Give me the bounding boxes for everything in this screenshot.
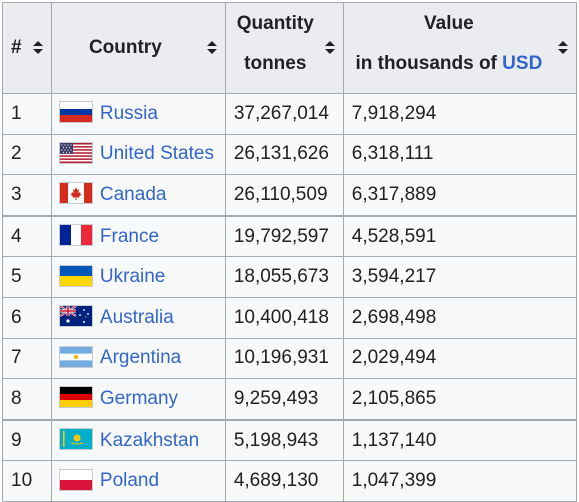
value-cell: 7,918,294	[342, 93, 578, 135]
sort-arrows-icon[interactable]	[558, 41, 568, 55]
quantity-cell: 26,131,626	[224, 133, 344, 176]
sort-arrows-icon[interactable]	[206, 41, 217, 55]
table-row: 7 Argentina 10,196,931 2,029,494	[2, 337, 578, 380]
germany-flag-icon[interactable]	[59, 387, 92, 408]
table-row: 6 Australia 10,400,418 2,698,498	[2, 296, 578, 339]
value-cell: 4,528,591	[342, 214, 578, 258]
quantity-cell: 37,267,014	[224, 93, 344, 135]
value-cell: 2,698,498	[342, 296, 578, 339]
value-cell: 2,029,494	[342, 337, 578, 380]
value-header-line1: Value	[424, 13, 474, 34]
country-cell: Germany	[50, 378, 226, 421]
table-row: 1 Russia 37,267,014 7,918,294	[2, 93, 578, 135]
country-link[interactable]: Poland	[99, 470, 160, 492]
rank-cell: 10	[2, 460, 52, 502]
value-cell: 1,137,140	[342, 418, 578, 462]
country-header[interactable]: Country	[50, 2, 226, 94]
rank-header[interactable]: #	[2, 2, 52, 94]
rank-header-label: #	[11, 37, 22, 58]
country-link[interactable]: United States	[99, 143, 214, 165]
country-cell: United States	[50, 133, 226, 176]
quantity-cell: 4,689,130	[224, 460, 344, 502]
quantity-cell: 18,055,673	[224, 256, 344, 298]
quantity-cell: 10,400,418	[224, 296, 344, 339]
australia-flag-icon[interactable]	[59, 306, 92, 327]
rank-cell: 1	[2, 93, 52, 135]
value-cell: 3,594,217	[342, 256, 578, 298]
country-link[interactable]: Kazakhstan	[99, 429, 200, 451]
country-cell: Ukraine	[50, 256, 226, 298]
country-cell: Australia	[50, 296, 226, 339]
table-row: 3 Canada 26,110,509 6,317,889	[2, 174, 578, 217]
ukraine-flag-icon[interactable]	[59, 265, 92, 286]
header-row: # Country Quantity tonnes Value	[2, 2, 578, 94]
argentina-flag-icon[interactable]	[59, 346, 92, 367]
quantity-header[interactable]: Quantity tonnes	[224, 2, 344, 94]
canada-flag-icon[interactable]	[59, 183, 92, 204]
table-row: 5 Ukraine 18,055,673 3,594,217	[2, 256, 578, 298]
rank-cell: 5	[2, 256, 52, 298]
value-header-line2: in thousands of USD	[344, 53, 554, 75]
table-row: 4 France 19,792,597 4,528,591	[2, 214, 578, 258]
rank-cell: 6	[2, 296, 52, 339]
table-row: 8 Germany 9,259,493 2,105,865	[2, 378, 578, 421]
country-cell: Argentina	[50, 337, 226, 380]
france-flag-icon[interactable]	[59, 225, 92, 246]
kazakhstan-flag-icon[interactable]	[59, 429, 92, 450]
table-row: 9 Kazakhstan 5,198,943 1,137,140	[2, 418, 578, 462]
quantity-cell: 19,792,597	[224, 214, 344, 258]
country-cell: Kazakhstan	[50, 418, 226, 462]
country-link[interactable]: Russia	[99, 102, 158, 124]
value-cell: 1,047,399	[342, 460, 578, 502]
quantity-cell: 10,196,931	[224, 337, 344, 380]
value-header-prefix: in thousands of	[355, 53, 503, 74]
sort-arrows-icon[interactable]	[324, 41, 335, 55]
usa-flag-icon[interactable]	[59, 142, 92, 163]
value-cell: 6,318,111	[342, 133, 578, 176]
rank-cell: 2	[2, 133, 52, 176]
rank-cell: 8	[2, 378, 52, 421]
country-link[interactable]: Canada	[99, 183, 167, 205]
table-row: 10 Poland 4,689,130 1,047,399	[2, 460, 578, 502]
rank-cell: 3	[2, 174, 52, 217]
country-cell: France	[50, 214, 226, 258]
country-link[interactable]: Ukraine	[99, 266, 166, 288]
value-header[interactable]: Value in thousands of USD	[342, 2, 578, 94]
country-cell: Russia	[50, 93, 226, 135]
quantity-header-line2: tonnes	[244, 53, 307, 74]
rank-cell: 7	[2, 337, 52, 380]
country-header-label: Country	[88, 37, 162, 58]
rank-cell: 4	[2, 214, 52, 258]
poland-flag-icon[interactable]	[59, 469, 92, 490]
country-link[interactable]: Argentina	[99, 347, 182, 369]
value-cell: 6,317,889	[342, 174, 578, 217]
country-cell: Canada	[50, 174, 226, 217]
country-link[interactable]: Germany	[99, 387, 179, 409]
usd-link[interactable]: USD	[502, 53, 543, 74]
quantity-cell: 5,198,943	[224, 418, 344, 462]
sort-arrows-icon[interactable]	[32, 41, 43, 55]
country-cell: Poland	[50, 460, 226, 502]
value-cell: 2,105,865	[342, 378, 578, 421]
russia-flag-icon[interactable]	[59, 102, 92, 123]
table-row: 2 United States 26,131,626 6,318,111	[2, 133, 578, 176]
quantity-cell: 26,110,509	[224, 174, 344, 217]
quantity-cell: 9,259,493	[224, 378, 344, 421]
country-link[interactable]: France	[99, 225, 160, 247]
quantity-header-line1: Quantity	[236, 13, 314, 34]
rank-cell: 9	[2, 418, 52, 462]
country-link[interactable]: Australia	[99, 306, 174, 328]
